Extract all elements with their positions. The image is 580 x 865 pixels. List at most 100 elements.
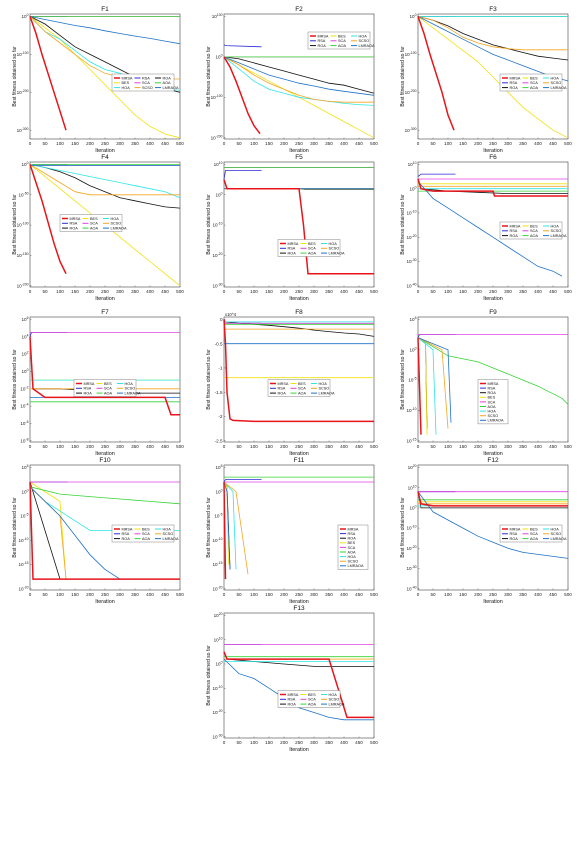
x-tick-label: 150 <box>265 444 273 449</box>
y-tick-label: 10-30 <box>212 733 222 739</box>
x-tick-label: 150 <box>71 444 79 449</box>
chart-f12: F12 0 50 100 150 200 250 300 350 400 450 500 1020 101… <box>400 457 572 605</box>
legend-label-aoa: AOA <box>348 550 356 554</box>
y-tick-label: -0.5 <box>215 341 223 346</box>
legend-label-mrsa: MRSA <box>84 382 95 386</box>
legend-label-mrsa: MRSA <box>70 217 81 221</box>
series-line-mrsa <box>223 481 227 580</box>
legend-label-mrsa: MRSA <box>510 527 521 531</box>
legend-label-mrsa: MRSA <box>318 34 329 38</box>
x-axis-label: Iteration <box>289 599 308 605</box>
y-tick-label: 10-100 <box>17 222 29 228</box>
x-tick-label: 250 <box>295 444 303 449</box>
x-tick-label: 500 <box>176 289 184 294</box>
x-tick-label: 200 <box>474 289 482 294</box>
legend-label-aoa: AOA <box>530 234 538 238</box>
x-tick-label: 350 <box>519 141 527 146</box>
y-tick-label: 10-10 <box>406 407 416 413</box>
x-tick-label: 300 <box>504 592 512 597</box>
chart-title: F7 <box>101 309 109 316</box>
x-tick-label: 400 <box>534 289 542 294</box>
x-tick-label: 100 <box>250 444 258 449</box>
y-axis-label: Best fitness obtained so far <box>400 497 406 558</box>
x-tick-label: 50 <box>236 289 242 294</box>
legend-label-aoa: AOA <box>163 81 171 85</box>
y-tick-label: 10-30 <box>406 258 416 264</box>
x-axis-label: Iteration <box>95 451 114 457</box>
legend-label-rsa: RSA <box>70 222 78 226</box>
x-tick-label: 300 <box>504 444 512 449</box>
x-axis-label: Iteration <box>95 599 114 605</box>
x-tick-label: 500 <box>176 592 184 597</box>
legend-label-lmraoa: LMRAOA <box>163 537 180 541</box>
legend-label-bes: BES <box>530 224 538 228</box>
legend-label-rsa: RSA <box>142 76 150 80</box>
legend: MRSA BES HOA RSA SCA SCSO ROA AOA LMRAOA <box>277 690 345 708</box>
y-tick-label: 10-40 <box>406 585 416 591</box>
y-tick-label: 1010 <box>214 161 223 167</box>
legend-label-bes: BES <box>338 34 346 38</box>
y-tick-label: 10-20 <box>212 709 222 715</box>
legend-label-mrsa: MRSA <box>288 242 299 246</box>
series-line-scso <box>417 16 568 51</box>
chart-f2: F2 0 50 100 150 200 250 300 350 400 450 500 10100 100… <box>206 6 378 154</box>
x-tick-label: 500 <box>370 444 378 449</box>
legend-label-hoa: HOA <box>111 217 120 221</box>
y-axis-label: Best fitness obtained so far <box>12 349 18 410</box>
legend-label-scso: SCSO <box>142 86 153 90</box>
legend-label-scso: SCSO <box>125 387 136 391</box>
x-tick-label: 500 <box>564 289 572 294</box>
y-tick-label: 100 <box>215 488 222 494</box>
legend-label-roa: ROA <box>510 537 519 541</box>
legend-label-hoa: HOA <box>551 527 560 531</box>
series-line-mrsa <box>223 651 374 719</box>
legend-label-lmraoa: LMRAOA <box>111 227 128 231</box>
legend-label-rsa: RSA <box>84 387 92 391</box>
y-tick-label: 10-15 <box>18 561 28 567</box>
x-tick-label: 50 <box>236 592 242 597</box>
legend: MRSA BES HOA RSA SCA SCSO ROA AOA LMRAOA <box>499 73 567 92</box>
x-tick-label: 400 <box>146 141 154 146</box>
y-axis-label: Best fitness obtained so far <box>206 194 212 255</box>
x-tick-label: 50 <box>42 141 48 146</box>
x-tick-label: 250 <box>489 592 497 597</box>
legend-label-bes: BES <box>298 382 306 386</box>
series-line-lmraoa <box>417 337 452 423</box>
legend-label-sca: SCA <box>298 387 306 391</box>
legend-label-rsa: RSA <box>318 39 326 43</box>
y-tick-label: 10-10 <box>406 525 416 531</box>
y-tick-label: 1010 <box>408 484 417 490</box>
legend: MRSA BES HOA RSA SCA SCSO ROA AOA LMRAOA <box>59 214 128 232</box>
x-tick-label: 0 <box>223 141 226 146</box>
series-line-mrsa <box>29 336 180 416</box>
series-line-lmraoa <box>223 658 374 721</box>
legend-label-sca: SCA <box>488 400 496 404</box>
chart-f4: F4 0 50 100 150 200 250 300 350 400 450 500 100 10-50… <box>12 154 184 302</box>
x-tick-label: 150 <box>265 740 273 745</box>
x-tick-label: 250 <box>101 141 109 146</box>
y-tick-label: 10-10 <box>212 685 222 691</box>
legend-label-sca: SCA <box>308 247 316 251</box>
y-tick-label: 1020 <box>214 612 223 618</box>
x-tick-label: 400 <box>340 289 348 294</box>
x-tick-label: 250 <box>489 444 497 449</box>
x-tick-label: 350 <box>325 592 333 597</box>
legend-label-roa: ROA <box>122 537 131 541</box>
legend-label-hoa: HOA <box>125 382 134 386</box>
chart-f1: F1 0 50 100 150 200 250 300 350 400 450 500 100 10-10… <box>12 6 184 154</box>
x-tick-label: 100 <box>56 444 64 449</box>
y-tick-label: 105 <box>409 316 416 322</box>
legend-label-sca: SCA <box>338 39 346 43</box>
y-tick-label: 10-200 <box>405 89 417 95</box>
legend-label-roa: ROA <box>84 392 93 396</box>
legend: MRSA BES HOA RSA SCA SCSO ROA AOA LMRAOA <box>307 31 376 50</box>
y-tick-label: 10-100 <box>17 51 29 57</box>
legend-label-lmraoa: LMRAOA <box>359 44 376 48</box>
x-tick-label: 0 <box>223 740 226 745</box>
x-tick-label: 500 <box>370 141 378 146</box>
x-tick-label: 0 <box>223 444 226 449</box>
x-tick-label: 500 <box>176 141 184 146</box>
legend-label-scso: SCSO <box>551 532 562 536</box>
x-tick-label: 300 <box>116 141 124 146</box>
y-axis-label: Best fitness obtained so far <box>400 46 406 107</box>
